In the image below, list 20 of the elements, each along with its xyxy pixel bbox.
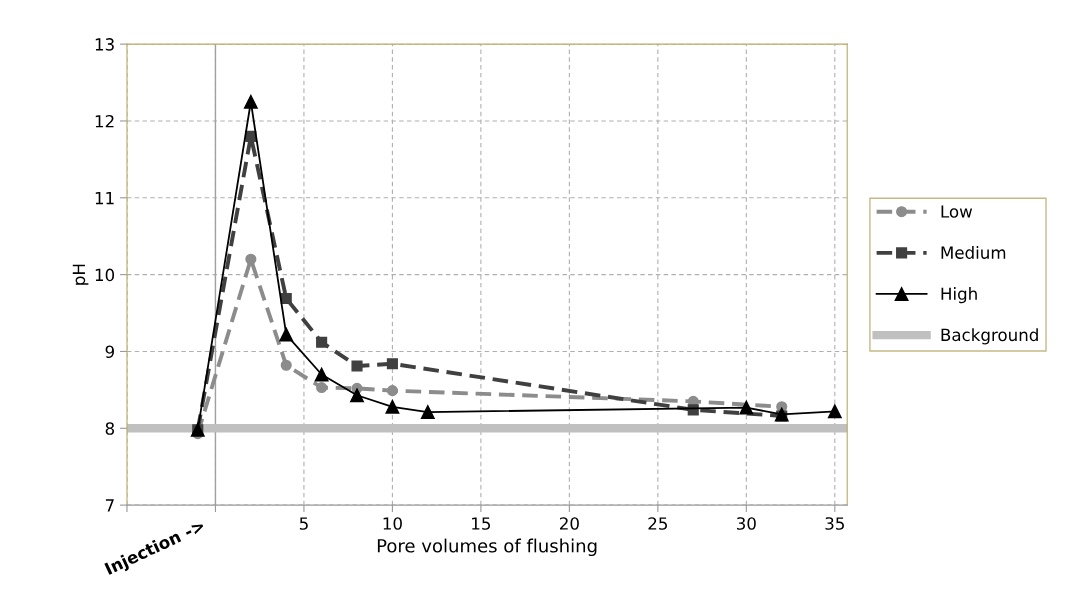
y-axis-title: pH bbox=[72, 264, 89, 285]
y-tick-label: 9 bbox=[105, 345, 114, 359]
x-tick-label: 10 bbox=[383, 517, 402, 530]
y-tick-label: 8 bbox=[105, 422, 115, 435]
x-tick-label: 30 bbox=[737, 517, 756, 530]
legend-label: Background bbox=[941, 328, 1038, 345]
legend-label: Low bbox=[941, 205, 973, 218]
legend-label: Medium bbox=[941, 245, 1006, 259]
x-tick-label: 25 bbox=[648, 517, 667, 530]
x-axis-title: Pore volumes of flushing bbox=[377, 538, 597, 557]
y-tick-label: 13 bbox=[95, 38, 114, 51]
x-tick-label: 15 bbox=[472, 517, 491, 530]
x-tick-label: 5 bbox=[299, 517, 308, 530]
x-tick-label: 35 bbox=[825, 517, 844, 530]
y-tick-label: 12 bbox=[95, 114, 114, 128]
y-tick-label: 7 bbox=[105, 499, 114, 512]
legend-label: High bbox=[941, 287, 977, 304]
y-tick-label: 10 bbox=[95, 268, 115, 282]
x-tick-label: 20 bbox=[559, 517, 579, 530]
y-tick-label: 11 bbox=[95, 191, 114, 205]
